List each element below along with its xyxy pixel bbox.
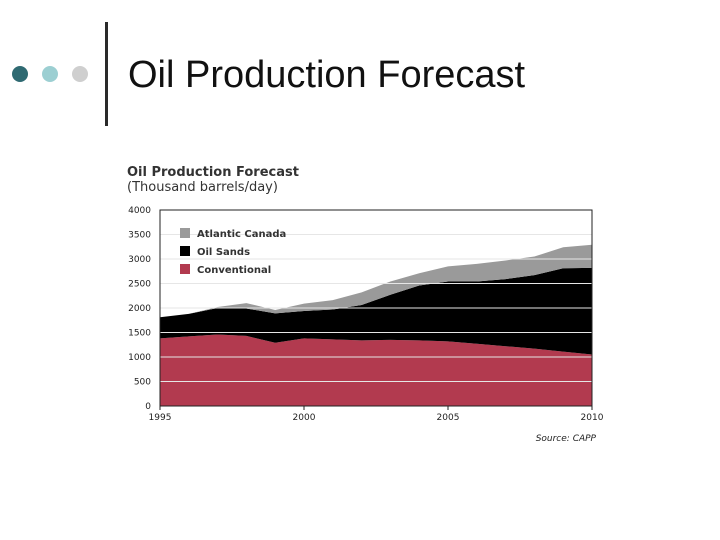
- bullet-dot-gray: [72, 66, 88, 82]
- chart-source: Source: CAPP: [536, 434, 597, 444]
- title-divider: [105, 22, 108, 126]
- area-atlantic-canada: [160, 244, 592, 318]
- plot-frame: [159, 209, 593, 407]
- legend-swatch-atlantic-canada: [180, 228, 190, 238]
- legend-swatch-conventional: [180, 264, 190, 274]
- y-tick-label: 1500: [128, 329, 151, 339]
- chart-subtitle: (Thousand barrels/day): [127, 180, 278, 195]
- legend-label: Atlantic Canada: [197, 229, 286, 240]
- chart-title: Oil Production Forecast: [127, 165, 299, 180]
- y-tick-label: 1000: [128, 353, 151, 363]
- y-tick-label: 2000: [128, 304, 151, 314]
- y-axis: 0 500 1000 1500 2000 2500 3000 3500 4000: [128, 206, 151, 412]
- gridlines: [160, 234, 592, 382]
- y-tick-label: 2500: [128, 280, 151, 290]
- y-tick-label: 4000: [128, 206, 151, 216]
- legend-label: Conventional: [197, 265, 271, 276]
- legend: Atlantic Canada Oil Sands Conventional: [180, 228, 286, 276]
- bullet-dot-dark: [12, 66, 28, 82]
- bullet-dot-light: [42, 66, 58, 82]
- slide-title: Oil Production Forecast: [128, 54, 526, 96]
- legend-label: Oil Sands: [197, 247, 250, 258]
- x-tick-label: 2005: [437, 413, 460, 423]
- legend-swatch-oil-sands: [180, 246, 190, 256]
- y-tick-label: 500: [134, 378, 151, 388]
- area-conventional: [160, 334, 592, 406]
- y-tick-label: 3500: [128, 231, 151, 241]
- x-tick-label: 1995: [149, 413, 172, 423]
- x-tick-label: 2010: [581, 413, 604, 423]
- x-axis: 1995 2000 2005 2010: [149, 406, 604, 423]
- x-tick-label: 2000: [293, 413, 316, 423]
- y-tick-label: 3000: [128, 255, 151, 265]
- y-tick-label: 0: [145, 402, 151, 412]
